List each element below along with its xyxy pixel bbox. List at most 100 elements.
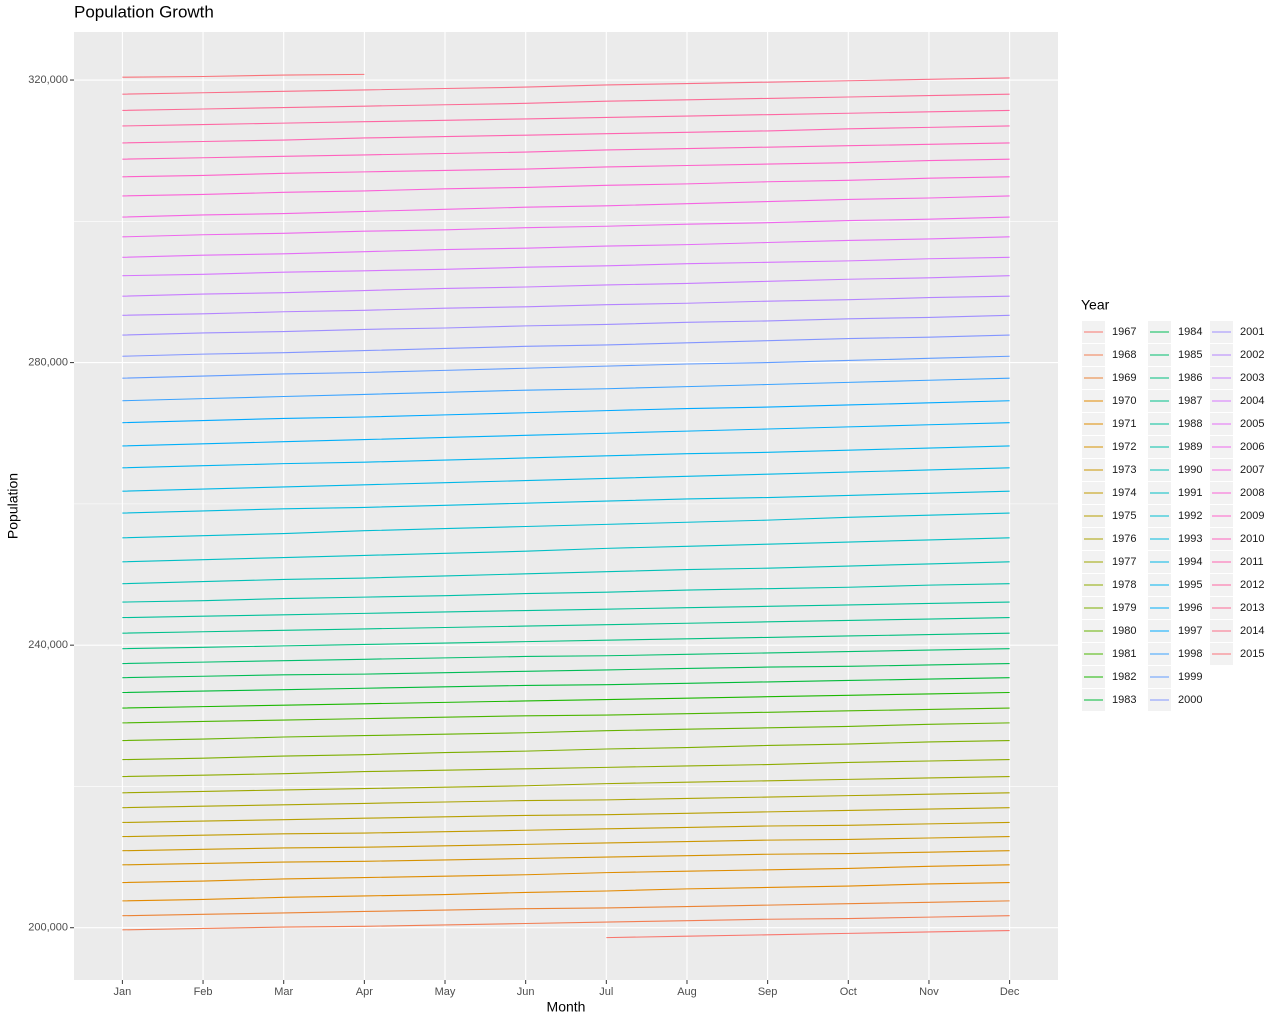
legend-label: 1968 xyxy=(1112,349,1136,361)
series-line xyxy=(122,422,1010,447)
series-line xyxy=(122,617,1010,634)
legend-label: 1977 xyxy=(1112,556,1136,568)
x-tick-label: May xyxy=(435,986,456,998)
legend-label: 1996 xyxy=(1178,602,1202,614)
series-line xyxy=(122,314,1010,336)
series-line xyxy=(122,355,1010,379)
series-line xyxy=(122,792,1010,809)
x-axis-title: Month xyxy=(547,999,586,1015)
series-line xyxy=(122,109,1010,127)
legend-label: 2014 xyxy=(1240,625,1264,637)
legend-label: 2013 xyxy=(1240,602,1264,614)
series-line xyxy=(122,467,1010,492)
legend-label: 1972 xyxy=(1112,441,1136,453)
legend-label: 1969 xyxy=(1112,372,1136,384)
series-line xyxy=(122,490,1010,514)
legend-label: 2008 xyxy=(1240,487,1264,499)
legend-label: 1984 xyxy=(1178,326,1202,338)
series-line xyxy=(122,739,1010,761)
legend-label: 1978 xyxy=(1112,579,1136,591)
series-line xyxy=(122,537,1010,563)
series-line xyxy=(122,662,1010,679)
series-line xyxy=(122,707,1010,724)
legend-label: 1987 xyxy=(1178,395,1202,407)
series-line xyxy=(122,821,1010,838)
legend-label: 1971 xyxy=(1112,418,1136,430)
series-line xyxy=(122,677,1010,694)
legend-label: 2010 xyxy=(1240,533,1264,545)
series-line xyxy=(122,275,1010,297)
series-line xyxy=(122,400,1010,424)
legend-label: 2003 xyxy=(1240,372,1264,384)
legend-label: 2007 xyxy=(1240,464,1264,476)
series-line xyxy=(122,377,1010,402)
series-line xyxy=(122,93,1010,111)
series-line xyxy=(122,632,1010,650)
y-tick-label: 200,000 xyxy=(28,922,68,934)
legend-label: 1988 xyxy=(1178,418,1202,430)
legend-label: 1995 xyxy=(1178,579,1202,591)
x-tick-label: Nov xyxy=(919,986,939,998)
legend-label: 1983 xyxy=(1112,694,1136,706)
legend-label: 1997 xyxy=(1178,625,1202,637)
legend-label: 2004 xyxy=(1240,395,1264,407)
legend-label: 1967 xyxy=(1112,326,1136,338)
series-line xyxy=(122,73,365,78)
legend-label: 1992 xyxy=(1178,510,1202,522)
series-line xyxy=(122,807,1010,824)
legend-title: Year xyxy=(1081,297,1110,313)
series-line xyxy=(122,850,1010,866)
y-tick-label: 320,000 xyxy=(28,74,68,86)
series-line xyxy=(122,759,1010,778)
legend-label: 1985 xyxy=(1178,349,1202,361)
x-tick-label: Feb xyxy=(194,986,213,998)
series-line xyxy=(122,776,1010,794)
series-line xyxy=(122,900,1010,917)
x-tick-label: Aug xyxy=(677,986,697,998)
chart-title: Population Growth xyxy=(74,2,214,21)
series-line xyxy=(122,236,1010,258)
y-tick-label: 280,000 xyxy=(28,357,68,369)
legend-label: 1976 xyxy=(1112,533,1136,545)
series-line xyxy=(122,445,1010,469)
legend-label: 2000 xyxy=(1178,694,1202,706)
x-tick-label: Dec xyxy=(1000,986,1020,998)
x-tick-label: Jan xyxy=(114,986,132,998)
legend-label: 1970 xyxy=(1112,395,1136,407)
series-line xyxy=(122,601,1010,619)
legend-label: 2011 xyxy=(1240,556,1264,568)
legend-label: 1979 xyxy=(1112,602,1136,614)
x-tick-label: Apr xyxy=(356,986,373,998)
legend-label: 1990 xyxy=(1178,464,1202,476)
legend-label: 1973 xyxy=(1112,464,1136,476)
legend-label: 1999 xyxy=(1178,671,1202,683)
series-line xyxy=(122,176,1010,197)
legend-label: 1989 xyxy=(1178,441,1202,453)
legend-label: 1981 xyxy=(1112,648,1136,660)
legend-label: 2006 xyxy=(1240,441,1264,453)
series-line xyxy=(122,836,1010,852)
legend-label: 2009 xyxy=(1240,510,1264,522)
series-line xyxy=(122,216,1010,238)
legend-label: 1991 xyxy=(1178,487,1202,499)
legend-label: 1998 xyxy=(1178,648,1202,660)
series-line xyxy=(122,691,1010,709)
x-tick-label: Sep xyxy=(758,986,778,998)
x-tick-label: Mar xyxy=(274,986,293,998)
legend-label: 1974 xyxy=(1112,487,1136,499)
series-line xyxy=(122,583,1010,603)
legend-label: 2015 xyxy=(1240,648,1264,660)
y-tick-label: 240,000 xyxy=(28,639,68,651)
legend-label: 2001 xyxy=(1240,326,1264,338)
x-tick-label: Oct xyxy=(840,986,857,998)
legend-label: 1994 xyxy=(1178,556,1202,568)
series-line xyxy=(122,722,1010,742)
series-line xyxy=(122,77,1010,95)
series-line xyxy=(122,125,1010,144)
series-line xyxy=(122,158,1010,178)
series-line xyxy=(122,142,1010,160)
series-line xyxy=(122,512,1010,539)
legend-label: 1982 xyxy=(1112,671,1136,683)
